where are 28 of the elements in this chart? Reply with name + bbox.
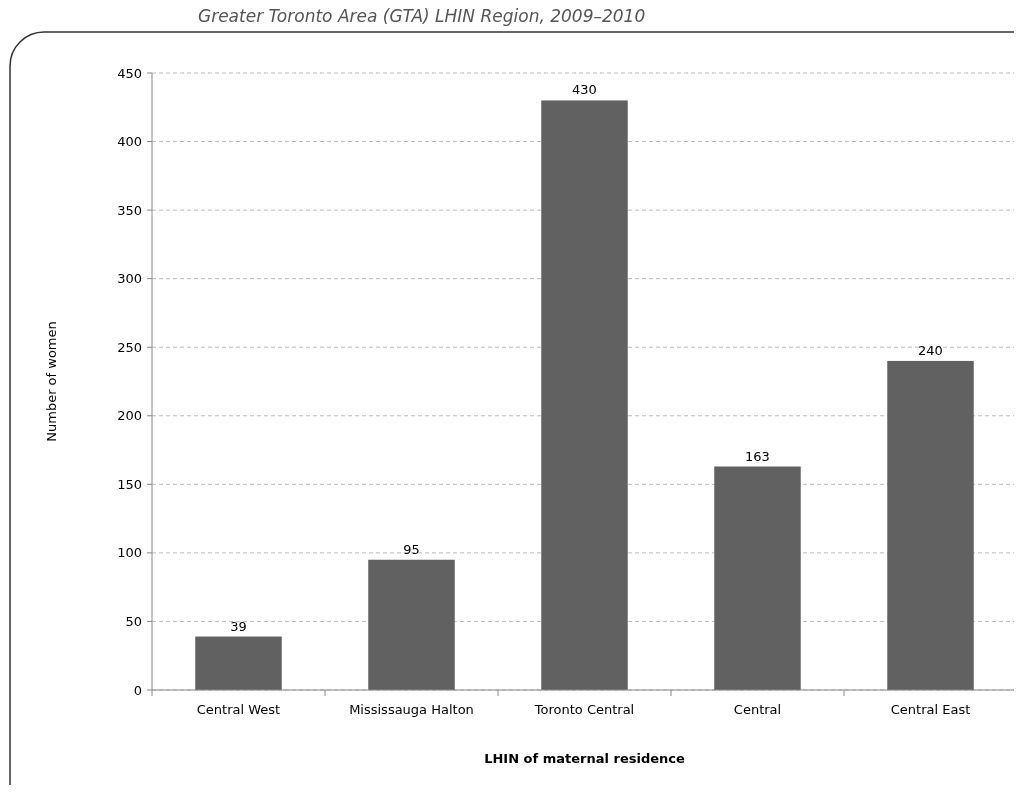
- y-tick-label: 150: [117, 476, 142, 492]
- y-tick-label: 400: [117, 134, 142, 150]
- data-label: 39: [230, 618, 247, 634]
- y-tick-label: 250: [117, 339, 142, 355]
- bar: [541, 100, 628, 690]
- chart-title: Greater Toronto Area (GTA) LHIN Region, 2009–2010: [198, 6, 646, 26]
- y-tick-label: 350: [117, 202, 142, 218]
- y-tick-label: 100: [117, 545, 142, 561]
- x-tick-label: Toronto Central: [533, 702, 635, 717]
- data-label: 240: [918, 342, 943, 358]
- data-label: 95: [403, 541, 420, 557]
- x-tick-label: Mississauga Halton: [349, 702, 474, 717]
- y-tick-label: 50: [125, 613, 142, 629]
- y-tick-label: 450: [117, 65, 142, 81]
- x-tick-label: Central: [733, 702, 782, 717]
- bar: [195, 636, 282, 690]
- x-tick-label: Central East: [890, 702, 971, 717]
- bar: [714, 466, 801, 690]
- x-axis-title: LHIN of maternal residence: [484, 751, 685, 766]
- x-tick-label: Central West: [196, 702, 281, 717]
- data-label: 163: [745, 448, 770, 464]
- bar: [368, 559, 455, 690]
- y-tick-label: 200: [117, 408, 142, 424]
- bar: [887, 360, 974, 690]
- y-tick-label: 300: [117, 271, 142, 287]
- data-label: 430: [572, 82, 597, 98]
- y-tick-label: 0: [133, 682, 142, 698]
- y-axis-title: Number of women: [44, 321, 59, 442]
